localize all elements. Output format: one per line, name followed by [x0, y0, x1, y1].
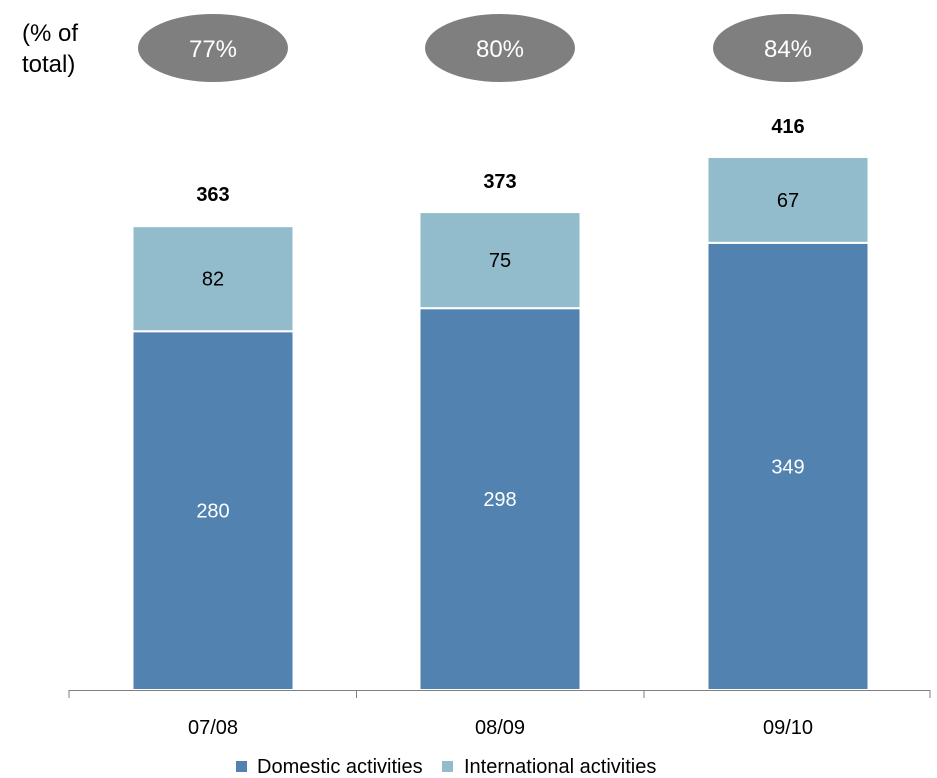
legend: Domestic activities International activit…	[236, 756, 656, 778]
data-label-international: 75	[489, 250, 511, 272]
share-header-line-1: (% of	[22, 20, 78, 47]
data-label-domestic: 280	[196, 501, 229, 523]
data-label-international: 67	[777, 190, 799, 212]
bars: 280 82 363 298 75 373 349 67 416	[131, 116, 870, 691]
share-badges: 77% 80% 84%	[138, 14, 863, 82]
share-badge-label: 84%	[764, 36, 812, 63]
bar-international	[706, 156, 870, 244]
total-label: 363	[196, 184, 229, 206]
legend-label-domestic: Domestic activities	[257, 756, 423, 778]
legend-swatch-domestic	[236, 761, 247, 772]
share-header-line-2: total)	[22, 51, 75, 78]
data-label-domestic: 298	[483, 489, 516, 511]
bar-international	[131, 225, 295, 333]
share-badge	[425, 14, 575, 82]
bar-international	[418, 211, 582, 310]
data-label-domestic: 349	[771, 456, 804, 478]
legend-swatch-international	[442, 761, 453, 772]
x-tick-label: 09/10	[763, 717, 813, 739]
x-tick-label: 07/08	[188, 717, 238, 739]
total-label: 416	[771, 116, 804, 138]
share-badge	[138, 14, 288, 82]
total-label: 373	[483, 171, 516, 193]
bar-domestic	[131, 330, 295, 691]
share-badge-label: 77%	[189, 36, 237, 63]
data-label-international: 82	[202, 269, 224, 291]
share-badge	[713, 14, 863, 82]
share-badge-label: 80%	[476, 36, 524, 63]
x-tick-label: 08/09	[475, 717, 525, 739]
legend-label-international: International activities	[464, 756, 656, 778]
x-axis: 07/08 08/09 09/10	[68, 690, 931, 739]
